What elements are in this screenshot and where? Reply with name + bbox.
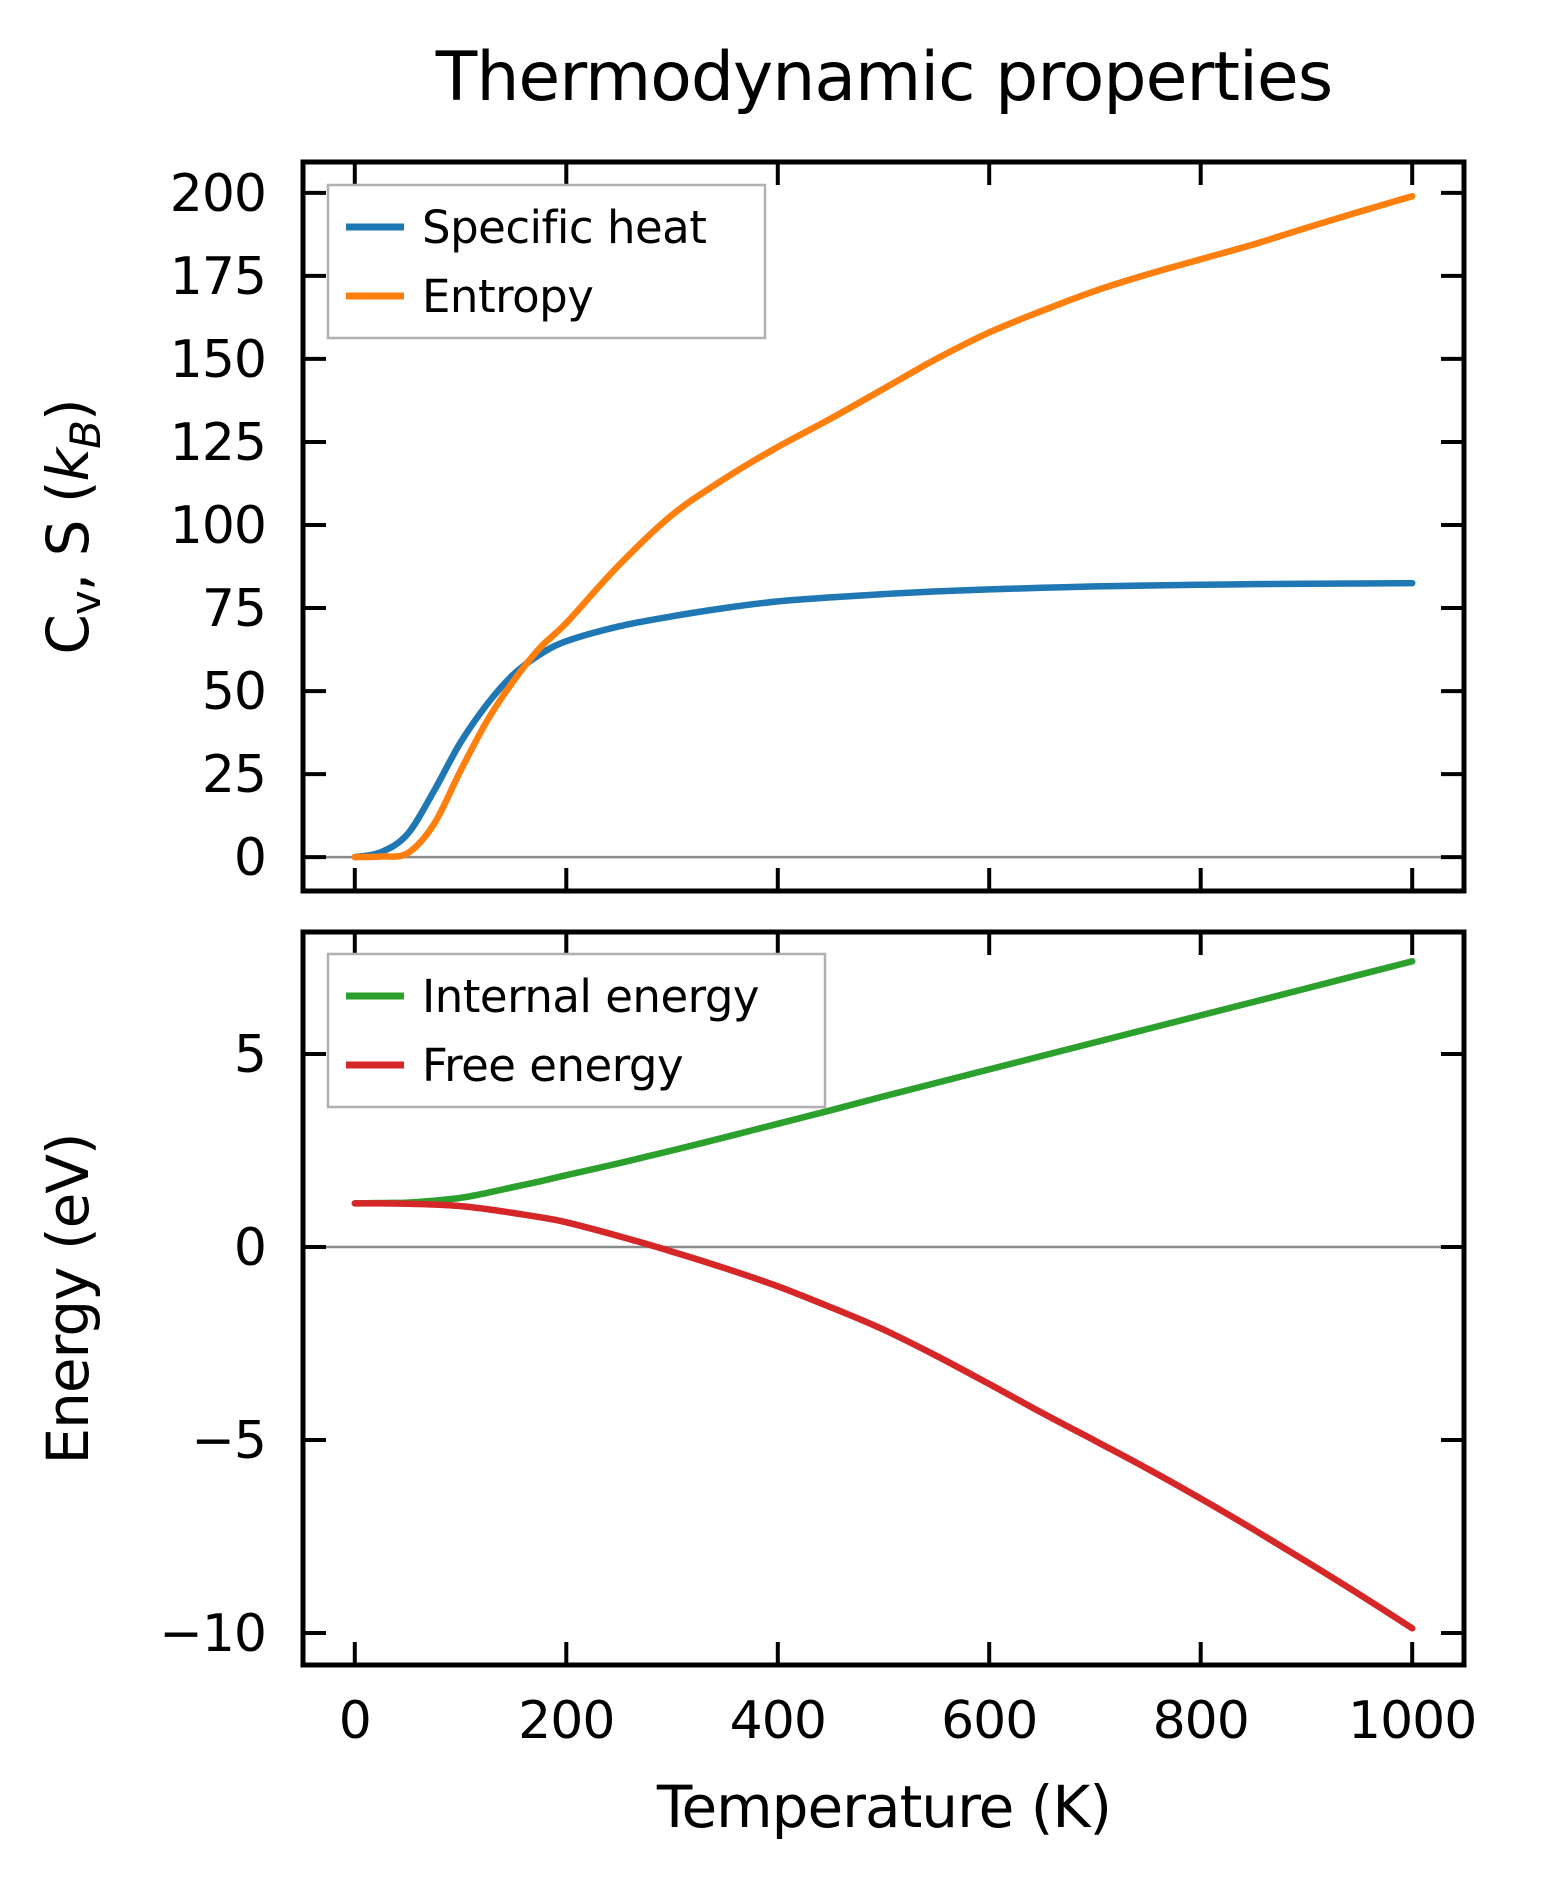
y-tick-label: 0 [234, 828, 266, 888]
x-tick-label: 800 [1153, 1691, 1249, 1751]
axes-frame [300, 929, 1467, 1668]
legend-label: Entropy [422, 270, 593, 323]
y-tick-label: 100 [170, 496, 266, 556]
y-tick-label: 175 [170, 247, 266, 307]
x-axis-label: Temperature (K) [656, 1773, 1111, 1841]
x-tick-label: 600 [941, 1691, 1037, 1751]
y-tick-label: 50 [202, 662, 266, 722]
legend: Specific heat Entropy [326, 183, 767, 340]
legend-box [326, 183, 767, 340]
y-tick-label: −10 [159, 1604, 266, 1664]
y-tick-label: 150 [170, 330, 266, 390]
curve-internal-energy [351, 958, 1416, 1207]
y-tick-label: 125 [170, 413, 266, 473]
curve-free-energy [351, 1200, 1416, 1632]
x-tick-label: 400 [730, 1691, 826, 1751]
legend-box [326, 952, 827, 1109]
x-tick-label: 0 [339, 1691, 371, 1751]
x-tick-label: 1000 [1348, 1691, 1476, 1751]
y-tick-label: 0 [234, 1218, 266, 1278]
y-tick-label: 75 [202, 579, 266, 639]
curve-specific-heat [351, 579, 1416, 861]
legend-label: Specific heat [422, 201, 706, 254]
y-tick-label: 5 [234, 1025, 266, 1085]
y-tick-label: −5 [191, 1411, 266, 1471]
y-axis-label-top: Cv, S (kB) [34, 399, 110, 654]
y-axis-label-bottom: Energy (eV) [34, 1133, 102, 1464]
bottom-subplot: 0 200 400 600 800 1000 5 0 −5 −10 Internal energy F… [159, 929, 1477, 1751]
y-tick-label: 200 [170, 164, 266, 224]
x-tick-label: 200 [518, 1691, 614, 1751]
legend-label: Internal energy [422, 970, 759, 1023]
y-tick-label: 25 [202, 745, 266, 805]
top-subplot: 0 25 50 75 100 125 150 175 200 Specific heat Entro… [170, 159, 1467, 894]
curve-entropy [351, 192, 1416, 861]
legend-label: Free energy [422, 1039, 683, 1092]
legend: Internal energy Free energy [326, 952, 827, 1109]
figure-title: Thermodynamic properties [435, 38, 1332, 117]
